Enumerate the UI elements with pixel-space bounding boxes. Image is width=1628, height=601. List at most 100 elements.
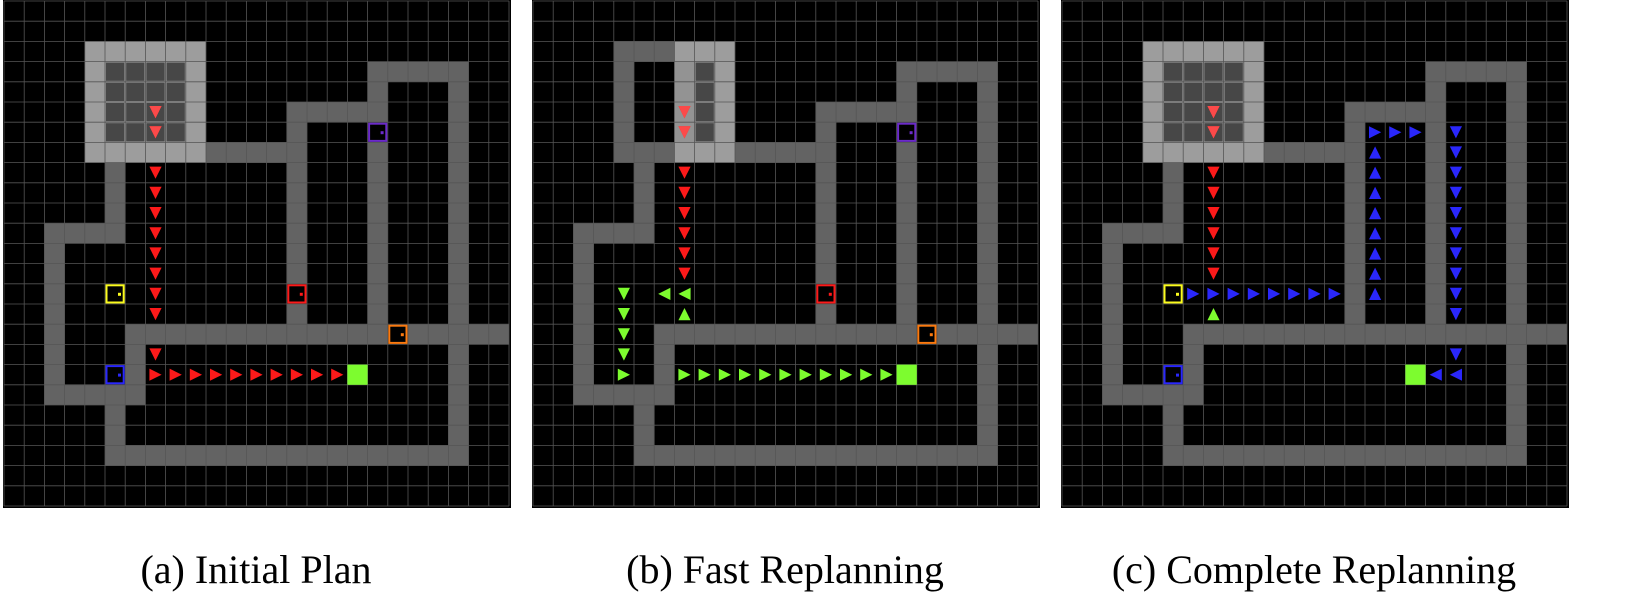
wall-cell bbox=[1445, 324, 1466, 345]
wall-cell bbox=[448, 283, 469, 304]
view-cell bbox=[84, 142, 105, 163]
wall-cell bbox=[44, 384, 65, 405]
wall-cell bbox=[1304, 445, 1325, 466]
wall-cell bbox=[1183, 344, 1204, 365]
wall-cell bbox=[1425, 324, 1446, 345]
wall-cell bbox=[755, 445, 776, 466]
wall-cell bbox=[896, 304, 917, 325]
view-cell bbox=[1223, 41, 1244, 62]
wall-cell bbox=[1385, 324, 1406, 345]
wall-cell bbox=[387, 61, 408, 82]
view-inner-cell bbox=[166, 82, 185, 101]
wall-cell bbox=[1304, 142, 1325, 163]
view-inner-cell bbox=[695, 62, 714, 81]
view-cell bbox=[84, 41, 105, 62]
path-arrow-up bbox=[1369, 186, 1382, 199]
view-cell bbox=[145, 41, 166, 62]
path-arrow-down bbox=[1207, 267, 1220, 280]
wall-cell bbox=[307, 324, 328, 345]
wall-cell bbox=[226, 324, 247, 345]
wall-cell bbox=[105, 223, 126, 244]
wall-cell bbox=[1142, 223, 1163, 244]
wall-cell bbox=[448, 102, 469, 123]
wall-cell bbox=[1243, 445, 1264, 466]
wall-cell bbox=[775, 142, 796, 163]
wall-cell bbox=[755, 142, 776, 163]
wall-cell bbox=[1486, 445, 1507, 466]
door-handle bbox=[299, 292, 303, 296]
view-inner-cell bbox=[126, 123, 145, 142]
path-arrow-down bbox=[678, 186, 691, 199]
wall-cell bbox=[613, 142, 634, 163]
panel-a bbox=[3, 0, 511, 508]
wall-cell bbox=[1163, 203, 1184, 224]
wall-cell bbox=[428, 445, 449, 466]
view-inner-cell bbox=[1224, 62, 1243, 81]
wall-cell bbox=[896, 182, 917, 203]
wall-cell bbox=[1223, 445, 1244, 466]
wall-cell bbox=[937, 61, 958, 82]
wall-cell bbox=[1425, 304, 1446, 325]
view-cell bbox=[165, 41, 186, 62]
view-inner-cell bbox=[695, 123, 714, 142]
wall-cell bbox=[286, 304, 307, 325]
wall-cell bbox=[1284, 445, 1305, 466]
path-arrow-down bbox=[617, 328, 630, 341]
path-arrow-right bbox=[210, 368, 223, 381]
view-cell bbox=[1142, 61, 1163, 82]
wall-cell bbox=[1546, 324, 1567, 345]
wall-cell bbox=[327, 445, 348, 466]
wall-cell bbox=[1163, 425, 1184, 446]
wall-cell bbox=[226, 445, 247, 466]
wall-cell bbox=[896, 283, 917, 304]
view-inner-cell bbox=[146, 62, 165, 81]
wall-cell bbox=[286, 223, 307, 244]
door-handle bbox=[380, 131, 384, 135]
path-arrow-down bbox=[149, 186, 162, 199]
wall-cell bbox=[694, 324, 715, 345]
path-arrow-right bbox=[250, 368, 263, 381]
wall-cell bbox=[634, 223, 655, 244]
wall-cell bbox=[246, 142, 267, 163]
view-inner-cell bbox=[1204, 82, 1223, 101]
wall-cell bbox=[613, 223, 634, 244]
wall-cell bbox=[775, 324, 796, 345]
wall-cell bbox=[1102, 324, 1123, 345]
wall-cell bbox=[1163, 445, 1184, 466]
view-cell bbox=[185, 61, 206, 82]
door-handle bbox=[1176, 373, 1179, 377]
view-cell bbox=[1203, 41, 1224, 62]
wall-cell bbox=[815, 142, 836, 163]
view-cell bbox=[84, 81, 105, 102]
wall-cell bbox=[1526, 324, 1547, 345]
wall-cell bbox=[573, 304, 594, 325]
wall-cell bbox=[1344, 243, 1365, 264]
wall-cell bbox=[1122, 384, 1143, 405]
wall-cell bbox=[1264, 142, 1285, 163]
wall-cell bbox=[573, 263, 594, 284]
view-cell bbox=[1142, 81, 1163, 102]
wall-cell bbox=[1163, 405, 1184, 426]
wall-cell bbox=[977, 81, 998, 102]
path-arrow-right bbox=[718, 368, 731, 381]
view-cell bbox=[105, 41, 126, 62]
wall-cell bbox=[105, 203, 126, 224]
wall-cell bbox=[573, 384, 594, 405]
wall-cell bbox=[286, 182, 307, 203]
wall-cell bbox=[977, 304, 998, 325]
wall-cell bbox=[674, 324, 695, 345]
wall-cell bbox=[1506, 283, 1527, 304]
wall-cell bbox=[815, 223, 836, 244]
wall-cell bbox=[1506, 384, 1527, 405]
wall-cell bbox=[1425, 445, 1446, 466]
view-inner-cell bbox=[126, 62, 145, 81]
wall-cell bbox=[266, 445, 287, 466]
view-inner-cell bbox=[695, 82, 714, 101]
wall-cell bbox=[367, 263, 388, 284]
wall-cell bbox=[1506, 81, 1527, 102]
wall-cell bbox=[815, 182, 836, 203]
wall-cell bbox=[795, 445, 816, 466]
path-arrow-down bbox=[1207, 247, 1220, 260]
wall-cell bbox=[1102, 304, 1123, 325]
wall-cell bbox=[286, 142, 307, 163]
